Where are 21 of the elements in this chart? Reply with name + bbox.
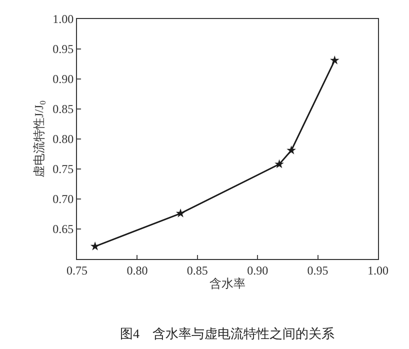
point <box>274 159 284 168</box>
y-tick-label: 0.90 <box>52 72 74 86</box>
y-tick-label: 1.00 <box>52 12 74 26</box>
x-tick-label: 0.80 <box>126 263 148 278</box>
y-tick-label: 0.80 <box>52 132 74 146</box>
y-tick-label: 0.75 <box>52 162 74 176</box>
y-tick-label: 0.65 <box>52 222 74 236</box>
y-tick-label: 0.95 <box>52 42 74 56</box>
point <box>330 56 340 64</box>
point <box>176 208 186 218</box>
point <box>90 242 100 250</box>
x-tick-label: 0.85 <box>186 263 208 278</box>
point <box>286 146 296 154</box>
x-tick-label: 0.90 <box>247 263 268 278</box>
y-tick-label: 0.70 <box>52 192 74 206</box>
x-tick-label: 1.00 <box>368 263 388 278</box>
x-tick-label: 0.75 <box>66 263 88 278</box>
x-tick-label: 0.95 <box>307 263 328 278</box>
x-axis-title: 含水率 <box>210 276 246 290</box>
caption: 图4 含水率与虚电流特性之间的关系 <box>120 326 334 341</box>
y-tick-label: 0.85 <box>52 102 74 116</box>
